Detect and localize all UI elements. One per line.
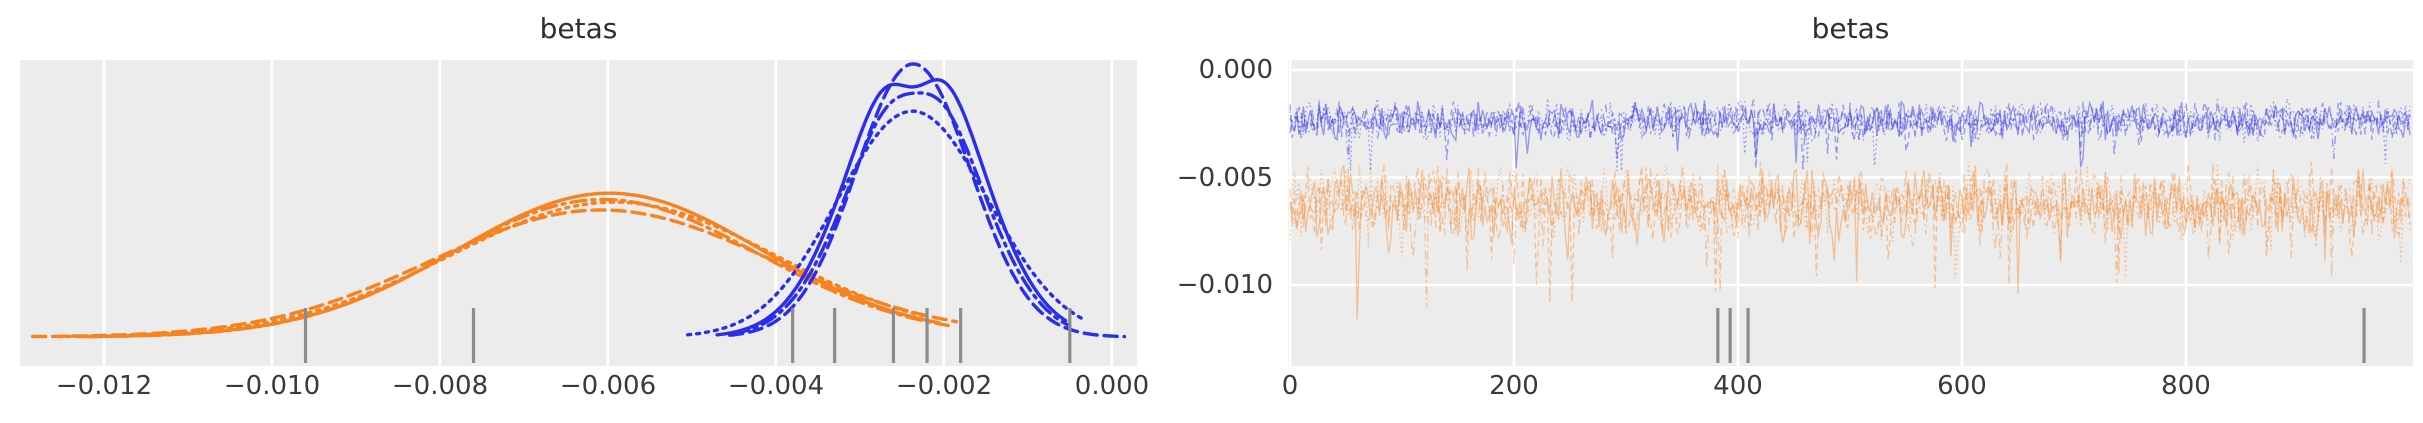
trace-line-beta_dim_1-dashed: [1289, 161, 2411, 303]
trace-x-tick-label: 200: [1489, 371, 1539, 401]
kde-panel-title: betas: [539, 12, 618, 45]
trace-panel: [1288, 60, 2413, 366]
kde-plot-canvas: [30, 60, 1127, 366]
kde-curve-beta_dim_0-dashed: [728, 62, 1127, 339]
kde-x-tick-label: 0.000: [1074, 371, 1150, 401]
kde-x-tick-label: −0.006: [559, 371, 657, 401]
trace-line-beta_dim_1-dotted: [1289, 161, 2411, 279]
kde-curve-beta_dim_1-dashdot: [85, 197, 950, 339]
trace-panel-title: betas: [1811, 12, 1890, 45]
kde-curve-beta_dim_0-solid: [715, 77, 1068, 337]
kde-curve-beta_dim_1-dotted: [56, 200, 925, 339]
trace-line-beta_dim_0-dashed: [1289, 99, 2411, 169]
trace-y-tick-label: −0.005: [1176, 163, 1273, 193]
kde-curve-beta_dim_0-dotted: [686, 109, 1085, 337]
trace-line-beta_dim_0-dotted: [1289, 96, 2411, 172]
kde-x-tick-label: −0.002: [895, 371, 993, 401]
trace-line-beta_dim_1-dashdot: [1289, 164, 2411, 308]
trace-y-tick-label: 0.000: [1198, 55, 1273, 85]
kde-x-tick-label: −0.008: [391, 371, 489, 401]
kde-panel: [20, 60, 1137, 366]
trace-x-tick-label: 800: [2161, 371, 2211, 401]
trace-x-tick-label: 400: [1713, 371, 1763, 401]
trace-y-tick-label: −0.010: [1176, 270, 1273, 300]
trace-line-beta_dim_0-dashdot: [1289, 99, 2411, 172]
trace-plot-canvas: [1288, 60, 2413, 366]
trace-line-beta_dim_1-solid: [1289, 164, 2411, 320]
kde-curve-beta_dim_0-dashdot: [732, 91, 1072, 336]
kde-x-tick-label: −0.012: [55, 371, 153, 401]
kde-x-tick-label: −0.004: [727, 371, 825, 401]
trace-x-tick-label: 600: [1937, 371, 1987, 401]
trace-x-tick-label: 0: [1281, 371, 1299, 401]
trace-line-beta_dim_0-solid: [1289, 99, 2411, 169]
kde-x-tick-label: −0.010: [223, 371, 321, 401]
